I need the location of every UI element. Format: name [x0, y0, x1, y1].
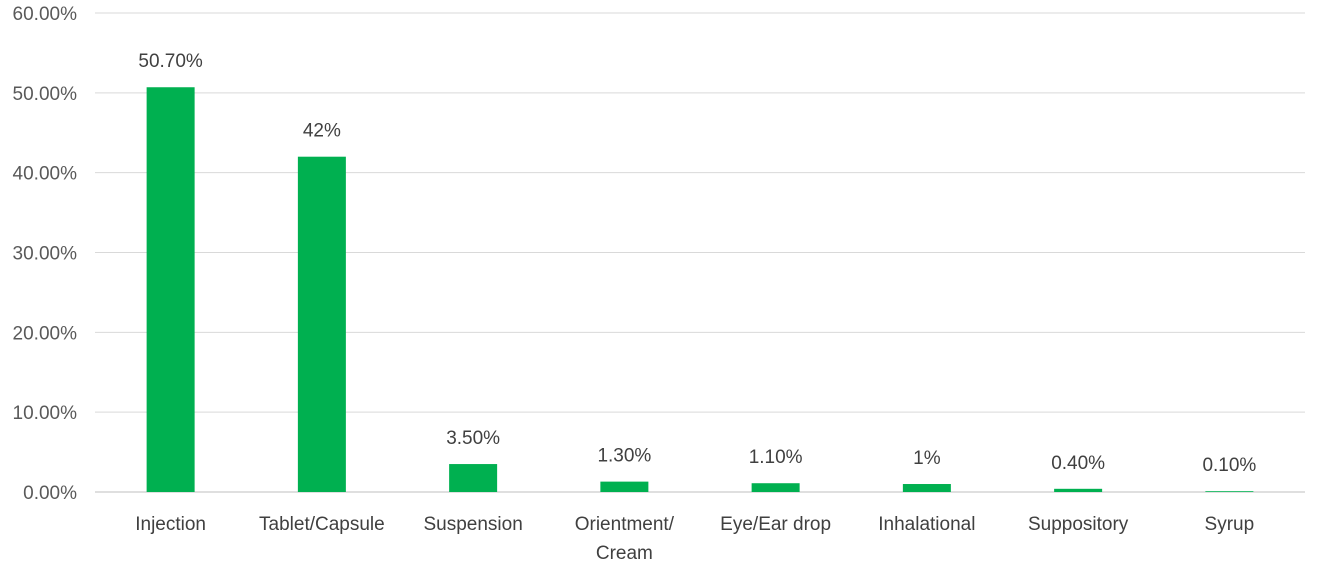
bar: [751, 483, 800, 492]
category-label: Eye/Ear drop: [720, 514, 831, 535]
category-label: Tablet/Capsule: [259, 514, 385, 535]
category-label: Injection: [135, 514, 206, 535]
data-label: 0.40%: [1051, 453, 1105, 474]
category-label: Syrup: [1205, 514, 1255, 535]
bar: [449, 464, 498, 492]
data-label: 3.50%: [446, 428, 500, 449]
y-axis-tick-labels: 0.00% 10.00% 20.00% 30.00% 40.00% 50.00% 60.00…: [13, 4, 78, 504]
category-label: Cream: [596, 543, 653, 564]
category-label: Suspension: [423, 514, 522, 535]
bar: [600, 481, 649, 492]
category-label: Inhalational: [878, 514, 975, 535]
bar: [1054, 488, 1103, 492]
data-label: 42%: [303, 121, 341, 142]
y-tick-label: 0.00%: [23, 483, 77, 504]
bar: [1205, 491, 1254, 492]
gridlines: [95, 12, 1305, 493]
category-label: Suppository: [1028, 514, 1129, 535]
y-tick-label: 30.00%: [13, 244, 78, 265]
y-tick-label: 50.00%: [13, 84, 78, 105]
y-tick-label: 10.00%: [13, 403, 78, 424]
data-label: 1.10%: [749, 447, 803, 468]
y-tick-label: 20.00%: [13, 323, 78, 344]
category-label: Orientment/: [575, 514, 675, 535]
x-axis-category-labels: Injection Tablet/Capsule Suspension Orientm…: [135, 514, 1254, 564]
bar: [146, 87, 195, 493]
data-labels: 50.70% 42% 3.50% 1.30% 1.10% 1% 0.40% 0.10%: [138, 51, 1256, 476]
bars: [146, 87, 1254, 493]
data-label: 1.30%: [597, 446, 651, 467]
data-label: 50.70%: [138, 51, 203, 72]
y-tick-label: 40.00%: [13, 164, 78, 185]
bar: [902, 484, 951, 492]
y-tick-label: 60.00%: [13, 4, 78, 25]
data-label: 1%: [913, 448, 941, 469]
data-label: 0.10%: [1202, 455, 1256, 476]
bar: [297, 156, 346, 492]
